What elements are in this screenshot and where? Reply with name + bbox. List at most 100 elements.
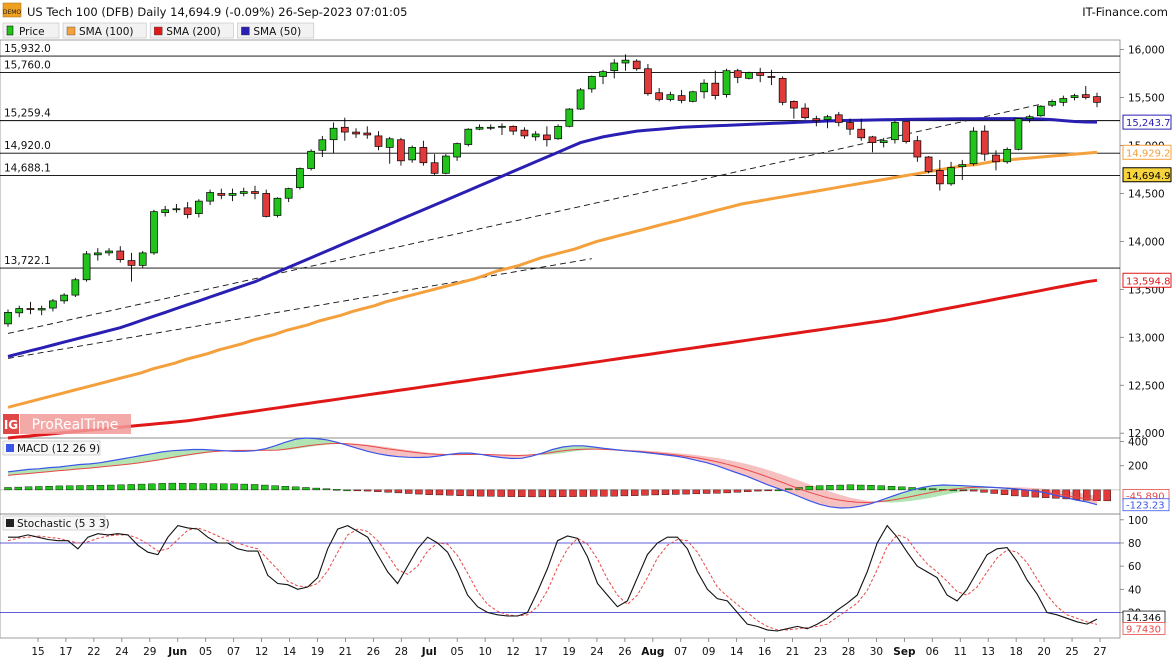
candle-body [1014, 118, 1023, 150]
date-axis-label: 28 [395, 646, 408, 658]
macd-histogram-bar [928, 488, 937, 491]
macd-histogram-bar [137, 483, 146, 491]
macd-histogram-bar [1000, 489, 1009, 495]
candle-body [846, 122, 854, 130]
macd-histogram-bar [1083, 489, 1091, 501]
candle-body [26, 308, 35, 310]
candle-body [778, 78, 787, 103]
macd-line [7, 437, 1098, 509]
macd-fill-segment [141, 453, 152, 463]
macd-histogram-bar [456, 489, 464, 496]
candle-body [172, 208, 181, 211]
date-axis-label: 25 [1065, 646, 1078, 658]
macd-histogram-bar [96, 485, 105, 491]
date-axis-label: 13 [982, 646, 995, 658]
date-axis-label: 26 [367, 646, 381, 658]
date-axis-label: 11 [954, 646, 967, 658]
candle-body [161, 209, 170, 213]
macd-value-box [1122, 498, 1170, 512]
legend-item-box [237, 22, 315, 39]
macd-histogram-bar [76, 485, 84, 491]
candle-body [4, 312, 12, 325]
date-axis-label: 05 [451, 646, 464, 658]
candle-body [745, 72, 753, 79]
macd-histogram-bar [178, 483, 187, 491]
macd-histogram-bar [107, 484, 115, 491]
candle-body [711, 82, 720, 96]
candle-body [475, 126, 484, 130]
candle-body [441, 155, 450, 174]
macd-histogram-bar [990, 489, 998, 494]
stochastic-value-label: 9.7430 [1126, 624, 1161, 635]
macd-histogram-bar [4, 487, 12, 491]
level-label: 13,722.1 [4, 255, 51, 267]
macd-histogram-bar [836, 484, 844, 491]
macd-histogram-bar [538, 489, 546, 498]
date-axis-label: 07 [227, 646, 240, 658]
brand-label: IT-Finance.com [1082, 5, 1168, 19]
macd-value-label: -45.890 [1126, 491, 1165, 502]
macd-histogram-bar [579, 489, 588, 497]
macd-histogram-bar [230, 483, 238, 491]
macd-histogram-bar [630, 489, 639, 496]
macd-histogram-bar [559, 489, 567, 497]
macd-histogram-bar [476, 489, 485, 497]
chart-legend[interactable]: Price SMA (100) SMA (200) SMA (50) [2, 22, 315, 39]
stochastic-title: Stochastic (5 3 3) [17, 518, 110, 530]
macd-histogram-bar [271, 485, 279, 491]
stochastic-d-line [7, 527, 1098, 631]
macd-histogram-bar [620, 489, 629, 497]
macd-histogram-bar [867, 485, 875, 491]
candle-body [116, 250, 125, 260]
candle-body [767, 76, 776, 78]
macd-fill-segment [131, 455, 142, 465]
candle-body [296, 168, 304, 189]
candle-body [554, 125, 562, 140]
macd-histogram-bar [333, 489, 341, 491]
candle-body [127, 260, 136, 266]
candle-body [93, 252, 102, 256]
level-label: 14,920.0 [4, 140, 51, 152]
stochastic-value-box [1122, 621, 1166, 635]
macd-histogram-bar [702, 489, 711, 494]
macd-histogram-bar [281, 486, 290, 491]
candle-body [318, 139, 327, 151]
candle-body [138, 252, 147, 266]
macd-histogram-bar [65, 485, 74, 491]
candle-body [891, 122, 899, 141]
candle-body [1048, 101, 1056, 106]
date-axis-label: 17 [59, 646, 72, 658]
candle-body [284, 188, 293, 199]
candle-body [520, 129, 529, 137]
watermark-text: ProRealTime [32, 417, 119, 433]
stochastic-layer [0, 524, 1120, 632]
candle-body [329, 127, 338, 141]
candle-body [273, 197, 282, 216]
date-axis-label: 26 [618, 646, 632, 658]
price-axis-label: 14,000 [1128, 236, 1165, 248]
price-value-box [1122, 144, 1172, 160]
date-axis-label: 30 [870, 646, 883, 658]
candle-body [621, 59, 630, 64]
macd-histogram-bar [168, 482, 177, 491]
candle-body [408, 147, 417, 161]
candle-body [363, 132, 372, 136]
candle-body [60, 294, 68, 302]
candle-body [935, 170, 944, 185]
macd-histogram-bar [199, 483, 207, 491]
macd-histogram-bar [415, 489, 423, 495]
candle-body [498, 125, 506, 128]
candle-body [82, 253, 91, 281]
square-icon [153, 26, 163, 36]
demo-badge-text: DEMO [3, 9, 22, 16]
level-label: 15,932.0 [4, 43, 51, 55]
macd-histogram-bar [466, 489, 475, 497]
macd-histogram-bar [857, 484, 865, 491]
price-axis-label: 13,000 [1128, 332, 1165, 344]
date-axis-label: 14 [283, 646, 297, 658]
candle-body [464, 128, 473, 145]
macd-fill-segment [912, 487, 923, 501]
macd-histogram-bar [517, 489, 526, 497]
date-axis-label: 28 [842, 646, 855, 658]
